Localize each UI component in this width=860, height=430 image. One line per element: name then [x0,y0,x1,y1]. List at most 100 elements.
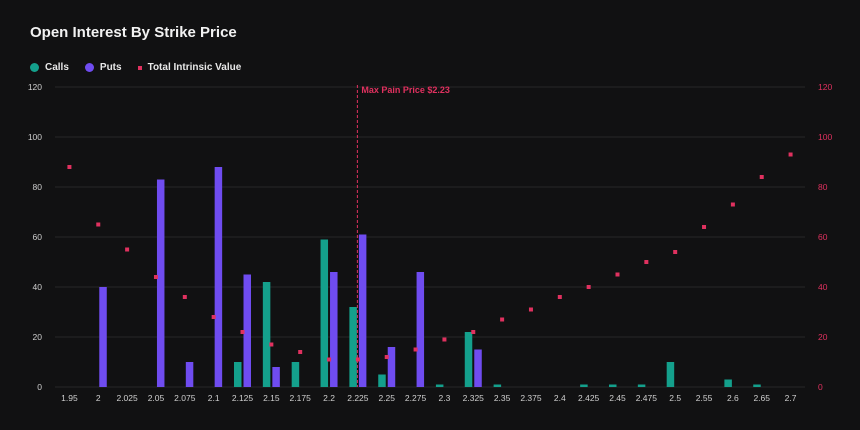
x-tick-label: 2.4 [554,393,566,403]
bar-puts [214,167,223,387]
bar-puts [185,362,194,387]
bar-puts [243,274,251,387]
bar-puts [330,272,338,387]
y-tick-label: 0 [37,382,42,392]
x-tick-label: 2.225 [347,393,369,403]
chart-title: Open Interest By Strike Price [30,24,237,41]
legend-swatch-intrinsic [137,65,142,70]
legend-swatch-puts [84,63,94,72]
x-tick-label: 2.6 [727,393,739,403]
x-tick-label: 2.35 [494,393,511,403]
legend-swatch-calls [30,63,39,72]
intrinsic-point [67,165,72,169]
legend-item-puts[interactable]: Puts [84,62,122,73]
y-tick-label: 80 [33,182,43,192]
legend-label-calls: Calls [45,62,69,73]
x-tick-label: 1.95 [61,393,78,403]
bar-calls [464,332,473,387]
bar-calls [724,379,732,387]
x-tick-label: 2.65 [753,393,770,403]
intrinsic-point [557,295,562,299]
legend-label-intrinsic: Total Intrinsic Value [147,62,242,73]
x-tick-label: 2.025 [116,393,138,403]
intrinsic-point [182,295,187,299]
intrinsic-point [586,285,591,289]
y-tick-label: 120 [28,82,42,92]
bar-calls [320,239,329,387]
y2-tick-label: 100 [818,132,832,142]
bar-calls [349,307,357,387]
intrinsic-point [788,152,793,157]
bar-puts [156,179,165,387]
intrinsic-point [355,357,360,362]
x-tick-label: 2.075 [174,393,196,403]
bar-calls [378,374,386,387]
x-tick-label: 2.1 [208,393,220,403]
bar-calls [493,384,502,387]
x-tick-label: 2.425 [578,393,600,403]
y2-tick-label: 20 [818,332,828,342]
x-tick-label: 2.375 [520,393,542,403]
y-tick-label: 100 [28,132,42,142]
bar-puts [474,349,482,387]
bar-calls [234,362,242,387]
bar-calls [666,362,675,387]
intrinsic-point [327,357,332,362]
y2-tick-label: 40 [818,282,828,292]
x-tick-label: 2.475 [636,393,658,403]
bar-puts [358,234,367,387]
y2-tick-label: 0 [818,382,823,392]
bar-puts [387,347,396,387]
bar-calls [262,282,271,387]
intrinsic-point [211,315,216,319]
x-tick-label: 2.175 [290,393,312,403]
intrinsic-point [730,202,735,207]
legend-label-puts: Puts [99,62,122,73]
x-tick-label: 2.15 [263,393,280,403]
bar-calls [753,384,761,387]
chart-legend: Calls Puts Total Intrinsic Value [30,62,241,73]
intrinsic-point [644,260,649,264]
intrinsic-point [153,275,158,279]
x-tick-label: 2.275 [405,393,427,403]
legend-item-intrinsic[interactable]: Total Intrinsic Value [137,62,242,73]
bar-calls [435,384,444,387]
x-tick-label: 2.2 [323,393,335,403]
x-tick-label: 2.55 [696,393,713,403]
y-tick-label: 60 [33,232,43,242]
bar-calls [609,384,617,387]
max-pain-label: Max Pain Price $2.23 [361,85,450,95]
x-tick-label: 2.325 [463,393,485,403]
y2-tick-label: 120 [818,82,832,92]
intrinsic-point [759,175,764,179]
x-tick-label: 2.7 [785,393,797,403]
intrinsic-point [528,307,533,312]
intrinsic-point [702,225,707,229]
intrinsic-point [298,350,303,354]
legend-item-calls[interactable]: Calls [30,62,69,73]
intrinsic-point [240,330,245,334]
x-tick-label: 2.5 [669,393,681,403]
intrinsic-point [673,250,678,254]
intrinsic-point [471,330,476,334]
bar-puts [272,367,280,387]
bar-calls [291,362,300,387]
x-tick-label: 2.05 [148,393,165,403]
y2-tick-label: 80 [818,182,828,192]
intrinsic-point [500,317,505,322]
intrinsic-point [125,247,130,252]
intrinsic-point [442,337,447,342]
y2-tick-label: 60 [818,232,828,242]
intrinsic-point [615,272,620,277]
bar-calls [637,384,646,387]
x-tick-label: 2.45 [609,393,626,403]
intrinsic-point [384,355,389,359]
y-tick-label: 40 [33,282,43,292]
intrinsic-point [413,347,418,352]
y-tick-label: 20 [33,332,43,342]
x-tick-label: 2.25 [378,393,395,403]
bar-puts [99,287,107,387]
intrinsic-point [269,342,274,347]
